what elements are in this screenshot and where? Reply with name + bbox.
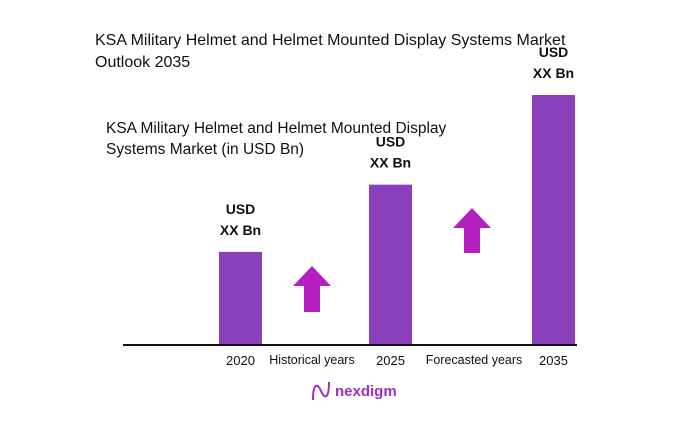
chart-subtitle: KSA Military Helmet and Helmet Mounted D…	[106, 120, 447, 158]
data-label: XX Bn	[220, 222, 261, 238]
bar-2020	[219, 251, 262, 344]
x-tick-label: 2035	[539, 353, 568, 368]
period-label: Historical years	[269, 353, 354, 367]
data-label: XX Bn	[370, 155, 411, 171]
chart-title: KSA Military Helmet and Helmet Mounted D…	[95, 32, 566, 71]
period-label: Forecasted years	[426, 353, 523, 367]
growth-arrow-icon	[293, 266, 331, 312]
x-tick-label: 2025	[376, 353, 405, 368]
data-label: USD	[539, 44, 569, 60]
bar-2035	[532, 95, 575, 344]
nexdigm-logo: nexdigm	[311, 380, 397, 402]
data-label: XX Bn	[533, 65, 574, 81]
logo-icon	[312, 381, 330, 401]
logo-text: nexdigm	[335, 382, 397, 400]
data-label: USD	[376, 134, 406, 150]
growth-arrow-icon	[453, 208, 491, 253]
data-label: USD	[226, 201, 256, 217]
bar-2025	[369, 184, 412, 344]
x-tick-label: 2020	[226, 353, 255, 368]
